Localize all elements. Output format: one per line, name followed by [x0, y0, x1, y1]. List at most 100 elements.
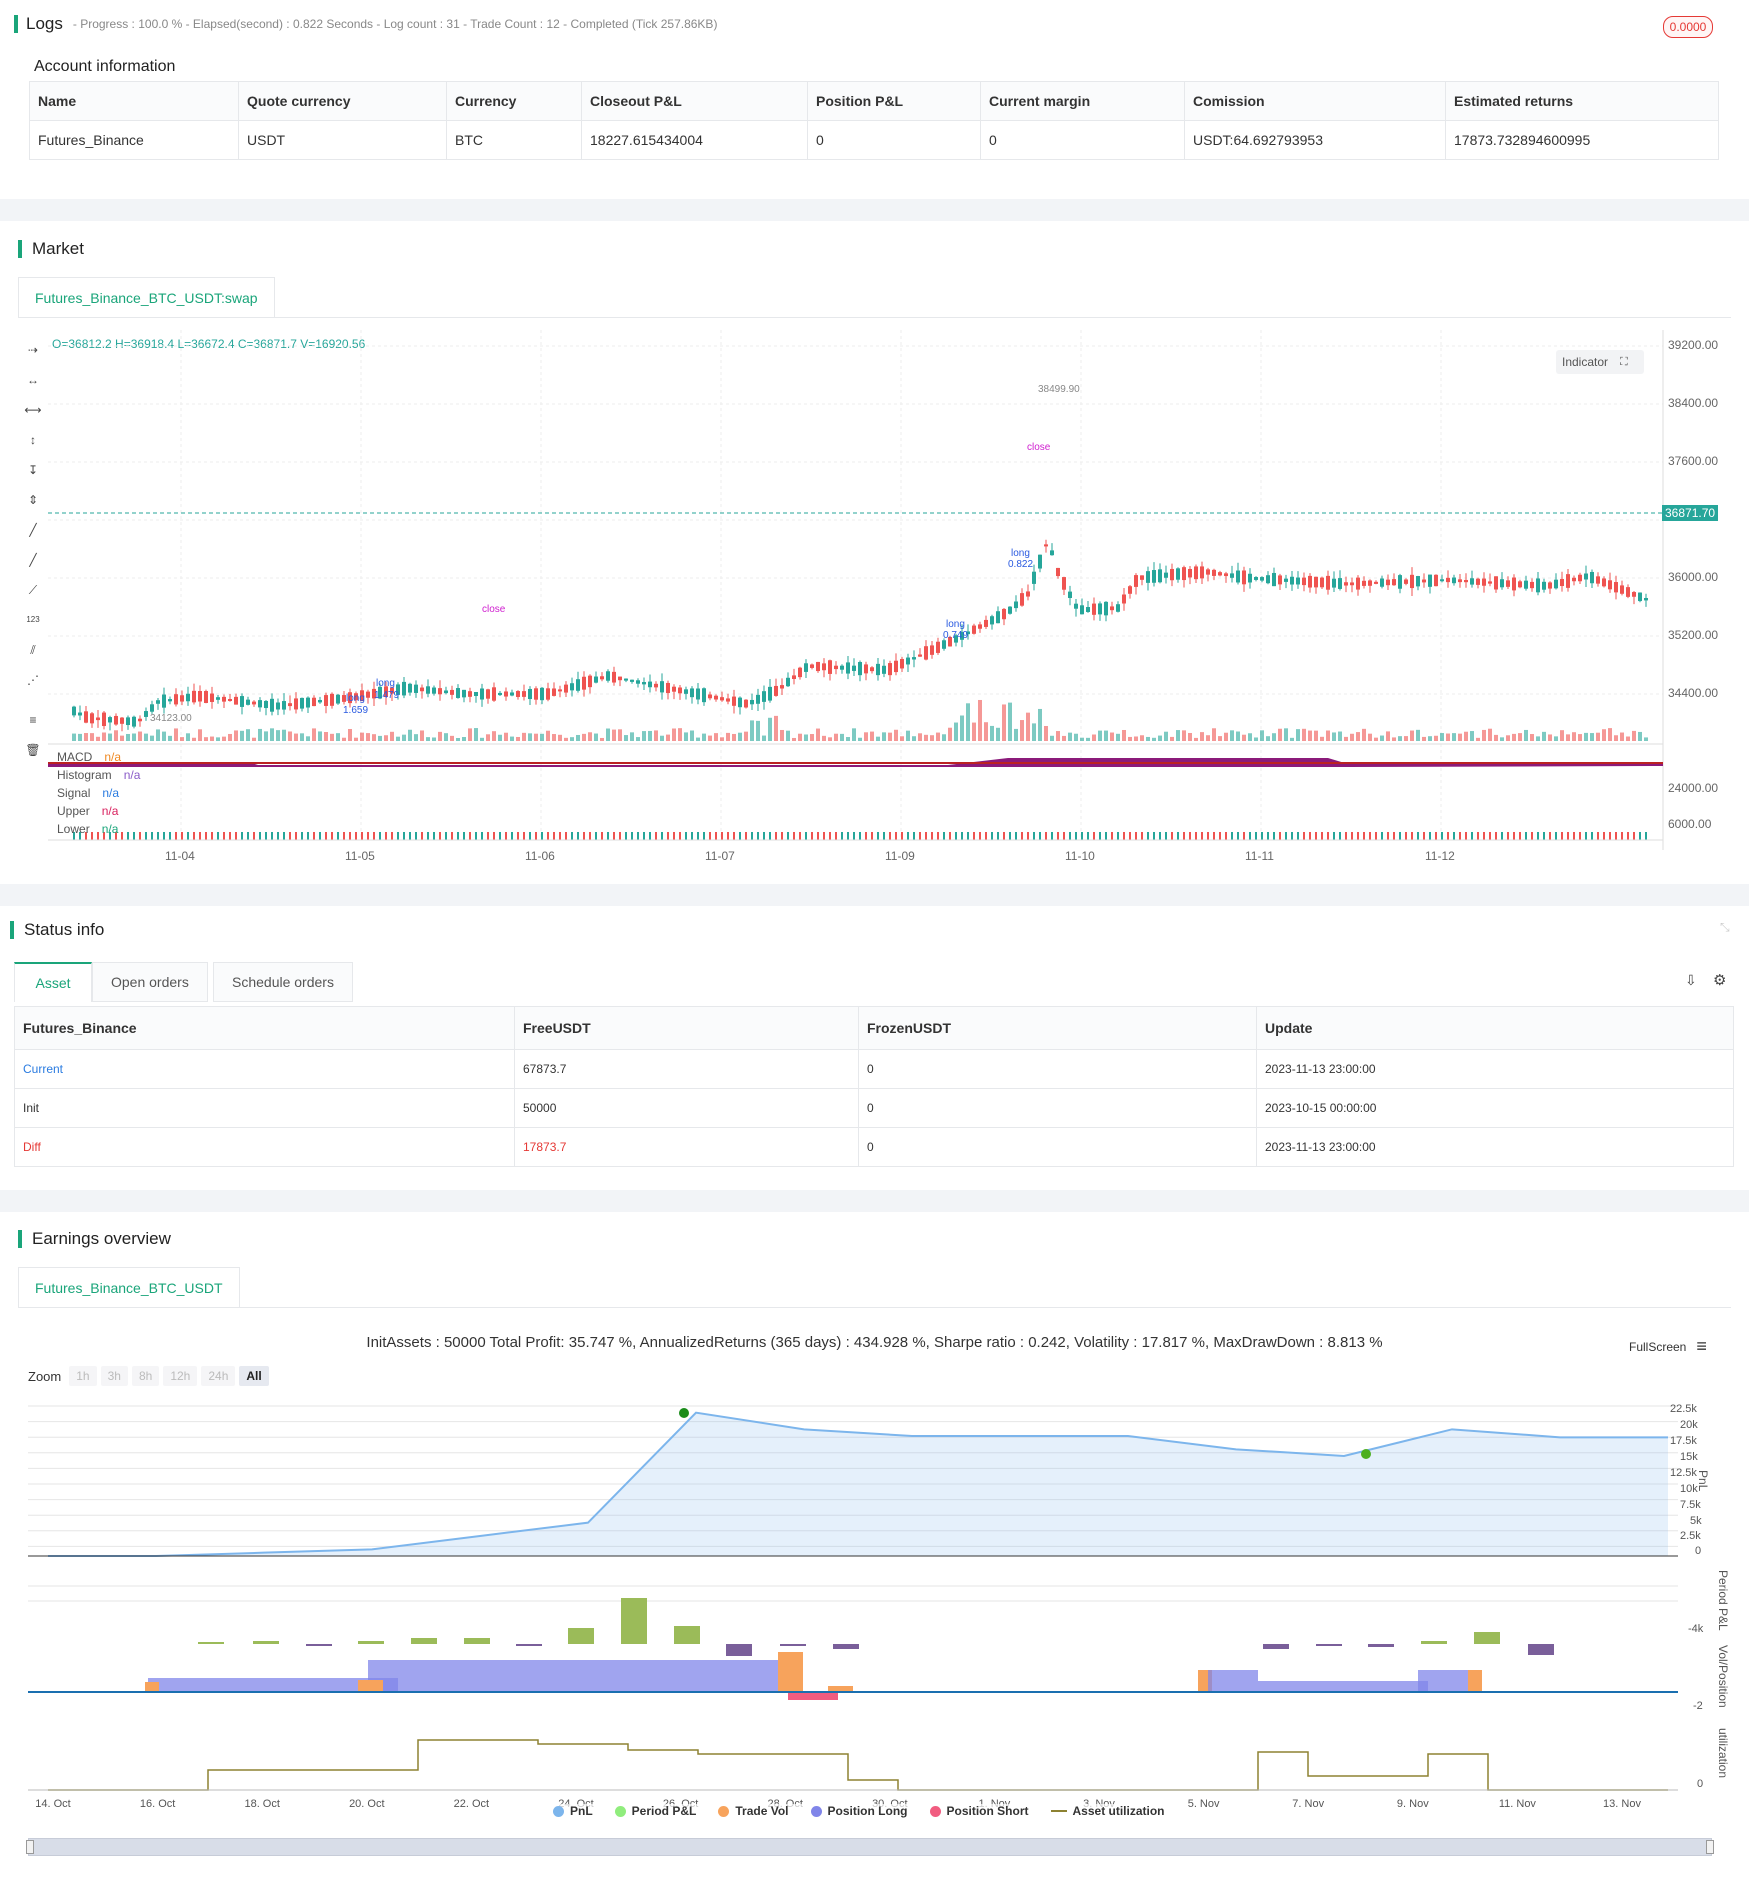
candle-body: [306, 697, 310, 708]
ray-line-icon[interactable]: ╱: [29, 553, 37, 567]
extended-line-icon[interactable]: ⟋: [28, 583, 38, 597]
zoom-all[interactable]: All: [239, 1366, 269, 1386]
tab-open-orders[interactable]: Open orders: [92, 962, 208, 1002]
volume-bar: [1536, 736, 1540, 741]
zoom-12h[interactable]: 12h: [163, 1366, 198, 1386]
volume-bar: [1008, 702, 1012, 741]
tab-schedule-orders[interactable]: Schedule orders: [213, 962, 353, 1002]
legend-pnl[interactable]: PnL: [553, 1804, 593, 1818]
histogram-bar: [1117, 832, 1119, 840]
pitchfork-icon[interactable]: ⋰: [27, 673, 39, 687]
volume-bar: [1428, 736, 1432, 741]
tab-asset[interactable]: Asset: [14, 962, 92, 1002]
zoom-1h[interactable]: 1h: [69, 1366, 97, 1386]
horizontal-ray-icon[interactable]: ⇢: [27, 343, 39, 357]
volume-bar: [1248, 733, 1252, 741]
cell: 17873.732894600995: [1445, 120, 1719, 160]
histogram-bar: [1189, 832, 1191, 840]
histogram-bar: [895, 832, 897, 840]
arrow-line-icon[interactable]: ⟷: [24, 403, 42, 417]
candle-body: [1020, 593, 1024, 606]
axis-title-vol: Vol/Position: [1716, 1645, 1730, 1708]
trend-line-icon[interactable]: ╱: [29, 523, 37, 537]
separator: [0, 884, 1749, 906]
volume-bar: [870, 731, 874, 741]
indicator-button[interactable]: Indicator ⛶: [1556, 350, 1644, 374]
legend-utilization[interactable]: Asset utilization: [1050, 1804, 1165, 1818]
candle-body: [1164, 572, 1168, 578]
candle-body: [156, 700, 160, 704]
zoom-3h[interactable]: 3h: [100, 1366, 128, 1386]
candle-body: [1128, 586, 1132, 594]
fullscreen-button[interactable]: FullScreen ≡: [1629, 1336, 1707, 1357]
histogram-bar: [1159, 832, 1161, 840]
volume-bar: [462, 737, 466, 741]
volume-bar: [1548, 734, 1552, 741]
tab-earnings-symbol[interactable]: Futures_Binance_BTC_USDT: [18, 1267, 240, 1307]
horizontal-line-icon[interactable]: ↔: [27, 373, 39, 387]
volume-bar: [594, 733, 598, 741]
navigator-handle-right[interactable]: [1706, 1840, 1714, 1854]
download-icon[interactable]: ⇩: [1685, 972, 1697, 988]
histogram-bar: [1093, 832, 1095, 840]
candle-body: [1338, 578, 1342, 589]
candle-body: [1590, 571, 1594, 584]
volume-bar: [1110, 732, 1114, 741]
candle-body: [1374, 581, 1378, 584]
histogram-bar: [343, 832, 345, 840]
histogram-bar: [1171, 832, 1173, 840]
market-accent: [18, 240, 22, 258]
volume-bar: [186, 733, 190, 741]
volume-bar: [1086, 737, 1090, 741]
separator: [0, 1190, 1749, 1212]
candle-body: [1470, 578, 1474, 585]
volume-bar: [1338, 731, 1342, 741]
histogram-bar: [1591, 832, 1593, 840]
vertical-arrow-icon[interactable]: ⇕: [27, 493, 39, 507]
parallel-channel-icon[interactable]: ⫽: [30, 643, 36, 657]
histogram-bar: [1129, 832, 1131, 840]
histogram-bar: [103, 832, 105, 840]
vertical-ray-icon[interactable]: ↧: [27, 463, 39, 477]
trash-icon[interactable]: 🗑: [25, 743, 41, 757]
volume-bar: [372, 734, 376, 741]
legend-position-short[interactable]: Position Short: [929, 1804, 1029, 1818]
histogram-bar: [97, 832, 99, 840]
zoom-24h[interactable]: 24h: [201, 1366, 236, 1386]
volume-bar: [102, 732, 106, 741]
histogram-bar: [769, 832, 771, 840]
candle-body: [744, 699, 748, 708]
navigator-scrollbar[interactable]: [28, 1838, 1712, 1856]
row-label-current[interactable]: Current: [14, 1049, 515, 1089]
candle-body: [1476, 578, 1480, 585]
vertical-line-icon[interactable]: ↕: [30, 433, 36, 447]
navigator-handle-left[interactable]: [26, 1840, 34, 1854]
candle-body: [1518, 581, 1522, 588]
legend-position-long[interactable]: Position Long: [810, 1804, 908, 1818]
vol-tick: -2: [1693, 1700, 1703, 1712]
menu-icon[interactable]: ≡: [1696, 1336, 1707, 1356]
tab-market-symbol[interactable]: Futures_Binance_BTC_USDT:swap: [18, 277, 275, 317]
price-label-icon[interactable]: 123: [26, 615, 40, 624]
expand-icon[interactable]: ⛶: [1620, 355, 1628, 368]
legend-trade-vol[interactable]: Trade Vol: [718, 1804, 789, 1818]
candle-body: [816, 661, 820, 672]
zoom-8h[interactable]: 8h: [131, 1366, 160, 1386]
legend-period[interactable]: Period P&L: [614, 1804, 696, 1818]
position-long-block: [1258, 1681, 1428, 1692]
gear-icon[interactable]: ⚙: [1713, 972, 1727, 989]
collapse-icon[interactable]: ⤡: [1720, 920, 1730, 934]
volume-bar: [234, 730, 238, 741]
volume-bar: [1620, 732, 1624, 741]
candle-body: [366, 691, 370, 698]
fib-levels-icon[interactable]: ≡: [29, 713, 37, 727]
histogram-bar: [1279, 832, 1281, 840]
histogram-bar: [907, 832, 909, 840]
histogram-bar: [829, 832, 831, 840]
candle-body: [96, 717, 100, 721]
histogram-bar: [709, 832, 711, 840]
histogram-bar: [1051, 832, 1053, 840]
volume-bar: [78, 733, 82, 741]
lower-tick: 6000.00: [1668, 817, 1712, 831]
histogram-bar: [1519, 832, 1521, 840]
